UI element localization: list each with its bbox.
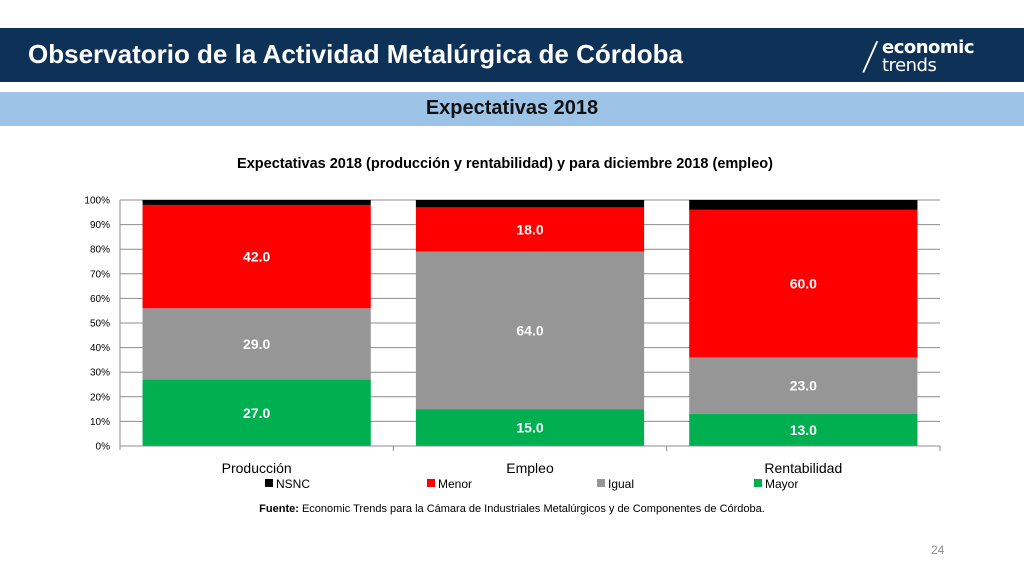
data-label: 60.0 bbox=[790, 276, 817, 292]
legend-swatch bbox=[265, 479, 273, 487]
bar-segment-menor bbox=[689, 209, 918, 358]
legend-item-mayor: Mayor bbox=[754, 477, 798, 491]
legend-label: Igual bbox=[608, 477, 634, 491]
y-tick-label: 10% bbox=[90, 417, 110, 428]
bar-segment-nsnc bbox=[689, 200, 918, 210]
x-category-label: Empleo bbox=[506, 460, 554, 476]
bar-segment-igual bbox=[689, 357, 918, 415]
logo-line1: economic bbox=[882, 37, 975, 58]
economic-trends-logo: / economic trends bbox=[860, 34, 1002, 78]
data-label: 29.0 bbox=[243, 336, 270, 352]
y-tick-label: 100% bbox=[84, 196, 110, 207]
data-label: 15.0 bbox=[516, 420, 543, 436]
x-category-label: Rentabilidad bbox=[764, 460, 842, 476]
legend-item-menor: Menor bbox=[427, 477, 472, 491]
legend-label: NSNC bbox=[276, 477, 310, 491]
legend-label: Menor bbox=[438, 477, 472, 491]
data-label: 23.0 bbox=[790, 378, 817, 394]
y-tick-label: 0% bbox=[96, 442, 111, 453]
bar-segment-nsnc bbox=[415, 200, 645, 208]
data-label: 13.0 bbox=[790, 422, 817, 438]
source-note: Fuente: Economic Trends para la Cámara d… bbox=[0, 503, 1024, 515]
y-tick-label: 70% bbox=[90, 269, 110, 280]
page-title: Observatorio de la Actividad Metalúrgica… bbox=[28, 39, 683, 69]
y-tick-label: 90% bbox=[90, 220, 110, 231]
logo-line2: trends bbox=[882, 55, 937, 76]
y-tick-label: 40% bbox=[90, 343, 110, 354]
y-tick-label: 50% bbox=[90, 319, 110, 330]
chart-title: Expectativas 2018 (producción y rentabil… bbox=[237, 156, 773, 172]
y-tick-label: 60% bbox=[90, 294, 110, 305]
bar-segment-nsnc bbox=[142, 200, 371, 205]
legend-swatch bbox=[754, 479, 762, 487]
bar-segment-menor bbox=[142, 204, 371, 309]
source-label: Fuente: bbox=[259, 503, 299, 515]
legend-swatch bbox=[427, 479, 435, 487]
y-tick-label: 20% bbox=[90, 392, 110, 403]
y-tick-label: 80% bbox=[90, 245, 110, 256]
logo-slash: / bbox=[860, 34, 880, 78]
x-category-label: Producción bbox=[222, 460, 292, 476]
legend-label: Mayor bbox=[765, 477, 798, 491]
bar-segment-mayor bbox=[415, 409, 645, 446]
legend-swatch bbox=[597, 479, 605, 487]
header-bar: Observatorio de la Actividad Metalúrgica… bbox=[0, 28, 1024, 82]
legend-item-nsnc: NSNC bbox=[265, 477, 310, 491]
stacked-bar-chart: Expectativas 2018 (producción y rentabil… bbox=[84, 156, 941, 491]
section-title: Expectativas 2018 bbox=[425, 97, 599, 119]
page-number: 24 bbox=[931, 543, 945, 557]
section-bar: Expectativas 2018 bbox=[0, 92, 1024, 126]
bar-segment-igual bbox=[142, 308, 371, 380]
data-label: 64.0 bbox=[516, 322, 543, 338]
bar-segment-mayor bbox=[142, 379, 371, 446]
bar-segment-menor bbox=[415, 207, 645, 252]
data-label: 18.0 bbox=[516, 222, 543, 238]
bar-segment-igual bbox=[415, 251, 645, 410]
legend-item-igual: Igual bbox=[597, 477, 634, 491]
source-text: Economic Trends para la Cámara de Indust… bbox=[298, 503, 765, 515]
data-label: 42.0 bbox=[243, 249, 270, 265]
y-tick-label: 30% bbox=[90, 368, 110, 379]
bar-segment-mayor bbox=[689, 414, 918, 446]
data-label: 27.0 bbox=[243, 405, 270, 421]
